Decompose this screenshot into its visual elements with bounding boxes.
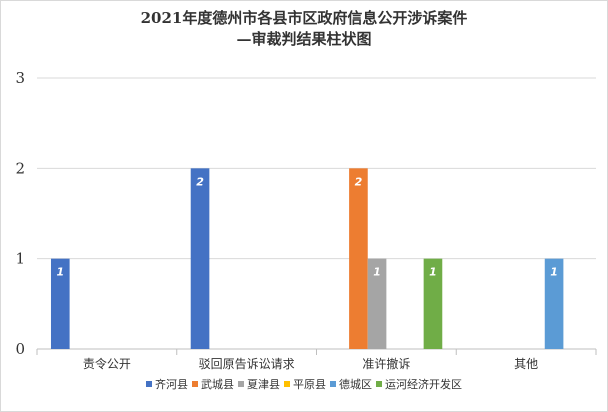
legend-label-2: 夏津县	[247, 378, 280, 391]
legend-label-0: 齐河县	[155, 377, 188, 391]
legend-swatch-5	[376, 381, 382, 387]
y-tick-label-1: 1	[15, 250, 25, 268]
category-label-1: 驳回原告诉讼请求	[199, 357, 295, 371]
legend-swatch-4	[330, 381, 336, 387]
y-tick-label-2: 2	[15, 159, 25, 177]
legend-label-4: 德城区	[339, 377, 372, 391]
y-tick-label-0: 0	[15, 340, 25, 358]
category-label-2: 准许撤诉	[362, 356, 410, 371]
legend-swatch-1	[192, 381, 198, 387]
data-label-0-1: 2	[196, 175, 204, 188]
chart-title-line-2: —审裁判结果柱状图	[236, 30, 372, 48]
chart-title-line-1: 2021年度德州市各县市区政府信息公开涉诉案件	[140, 9, 468, 27]
legend-label-1: 武城县	[201, 378, 234, 391]
legend-swatch-2	[238, 381, 244, 387]
bar-5-2	[423, 258, 443, 349]
data-label-2-2: 1	[373, 266, 381, 279]
bar-1-2	[349, 168, 368, 349]
data-label-5-2: 1	[429, 266, 437, 279]
chart-title: 2021年度德州市各县市区政府信息公开涉诉案件 —审裁判结果柱状图	[0, 8, 608, 50]
bar-2-2	[367, 258, 387, 349]
category-label-0: 责令公开	[83, 356, 131, 371]
bar-0-1	[190, 168, 210, 349]
legend-swatch-3	[284, 381, 290, 387]
category-label-3: 其他	[514, 357, 538, 371]
data-label-0-0: 1	[56, 266, 64, 279]
bar-4-3	[544, 258, 564, 349]
data-label-1-2: 2	[355, 175, 363, 188]
legend-label-5: 运河经济开发区	[385, 377, 462, 391]
bar-0-0	[50, 258, 70, 349]
y-tick-label-3: 3	[15, 69, 25, 87]
data-label-4-3: 1	[550, 266, 558, 279]
legend-swatch-0	[146, 381, 152, 387]
legend-label-3: 平原县	[293, 378, 326, 391]
